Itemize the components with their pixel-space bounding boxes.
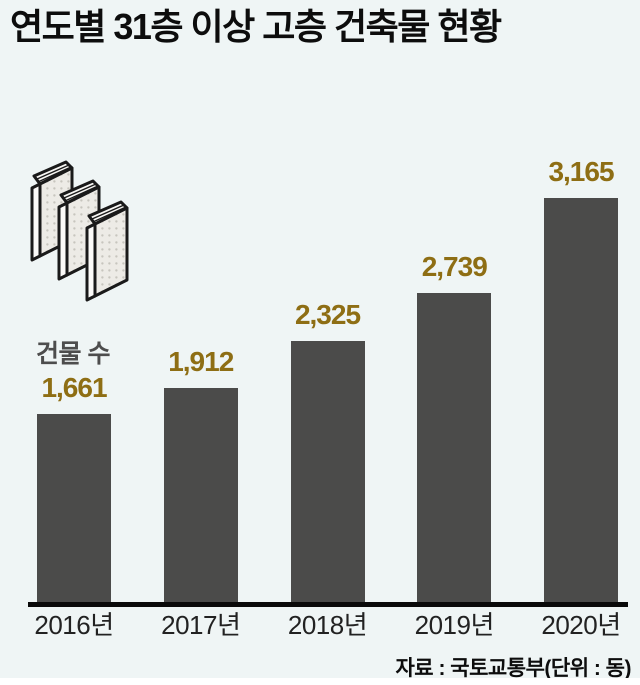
value-label-2020년: 3,165: [548, 156, 614, 187]
source-note: 자료 : 국토교통부(단위 : 동): [395, 657, 631, 680]
axis-baseline: [28, 602, 628, 607]
category-label-2017년: 2017년: [161, 610, 241, 640]
category-label-2019년: 2019년: [414, 610, 495, 640]
bar-2019년: [417, 293, 492, 603]
bar-2017년: [163, 388, 238, 603]
bar-2020년: [544, 198, 618, 603]
value-label-2017년: 1,912: [168, 346, 234, 377]
bar-2016년: [37, 414, 111, 603]
value-label-2018년: 2,325: [294, 299, 361, 330]
buildings-icon: [30, 160, 129, 302]
chart-title: 연도별 31층 이상 고층 건축물 현황: [10, 6, 502, 47]
category-label-2016년: 2016년: [34, 610, 114, 640]
value-label-2019년: 2,739: [421, 251, 488, 282]
value-label-2016년: 1,661: [41, 372, 107, 403]
category-label-2020년: 2020년: [541, 610, 621, 640]
bottom-strip: [0, 678, 640, 685]
category-label-2018년: 2018년: [287, 610, 368, 640]
unit-label: 건물 수: [36, 340, 110, 368]
bar-2018년: [290, 341, 365, 603]
